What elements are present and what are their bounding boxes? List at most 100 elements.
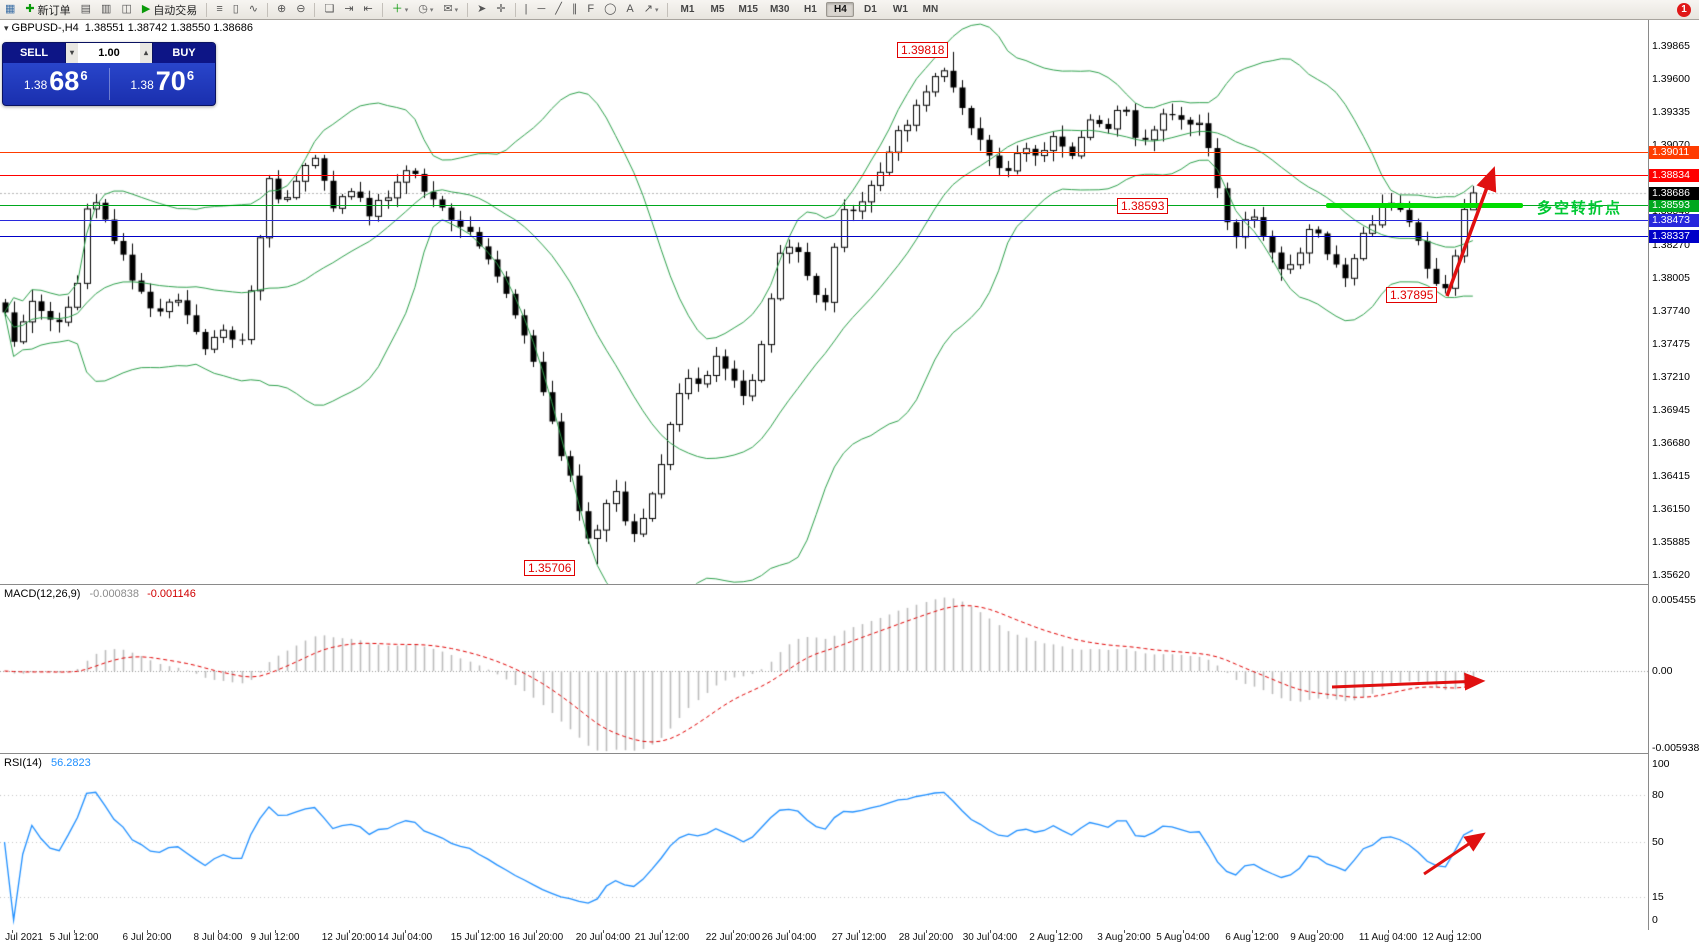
pivot-support-line[interactable]	[1326, 203, 1523, 208]
price-axis-tick: 1.37740	[1652, 305, 1690, 317]
trendline-icon[interactable]: ╱	[551, 0, 566, 19]
buy-price[interactable]: 1.38 70 6	[110, 68, 216, 100]
zoom-out-icon[interactable]: ⊖	[292, 0, 309, 19]
time-axis-tick	[405, 930, 406, 933]
periods-icon-dropdown-icon[interactable]: ▾	[429, 6, 434, 14]
arrow-tool-icon-dropdown-icon[interactable]: ▾	[654, 6, 659, 14]
horizontal-line-icon-glyph: ─	[537, 3, 546, 15]
profile-icon[interactable]: ▥	[97, 0, 115, 19]
sell-price-big: 68	[49, 66, 80, 96]
timeframe-mn-button[interactable]: MN	[922, 4, 939, 15]
price-label-flag[interactable]: 1.37895	[1386, 287, 1438, 303]
new-order-button-label: 新订单	[37, 4, 71, 17]
chart-collapse-icon[interactable]: ▾	[4, 23, 9, 33]
timeframe-m30-button[interactable]: M30	[769, 4, 790, 15]
pivot-note-label[interactable]: 多空转折点	[1537, 200, 1623, 217]
buy-button[interactable]: BUY	[153, 43, 215, 63]
current-price-badge: 1.38686	[1649, 187, 1699, 200]
main-toolbar: ▦ ✚ 新订单 ▤ ▥ ◫ ▶ 自动交易 ≡ ▯ ∿ ⊕ ⊖ ❏ ⇥ ⇤ ＋ ▾ ◷ ▾ ✉ ▾ ➤ ✛ | ─ ╱ ∥ F ◯ A ↗ ▾ M…	[0, 0, 1699, 20]
periods-icon[interactable]: ◷ ▾	[414, 0, 437, 19]
tile-windows-icon[interactable]: ❏	[320, 0, 338, 19]
notification-badge[interactable]: 1	[1677, 2, 1691, 17]
templates-icon[interactable]: ✉ ▾	[439, 0, 462, 19]
macd-name: MACD(12,26,9)	[4, 588, 81, 600]
volume-field[interactable]: ▾ 1.00 ▴	[65, 43, 153, 63]
chart-window-icon[interactable]: ▤	[77, 0, 95, 19]
time-axis-label: 27 Jul 12:00	[831, 932, 887, 943]
time-axis-label: 3 Aug 20:00	[1097, 932, 1151, 943]
price-axis-tick: 1.36680	[1652, 437, 1690, 449]
time-axis-tick	[662, 930, 663, 933]
hline-1.39011[interactable]	[0, 152, 1648, 153]
channel-icon[interactable]: ∥	[568, 0, 582, 19]
timeframe-d1-button[interactable]: D1	[863, 4, 877, 15]
time-axis-tick	[1124, 930, 1125, 933]
buy-price-prefix: 1.38	[130, 78, 154, 92]
time-axis-label: 6 Aug 12:00	[1225, 932, 1279, 943]
pane-separator[interactable]	[0, 753, 1699, 754]
candlestick-chart-icon[interactable]: ▯	[229, 0, 243, 19]
candlestick-chart-icon-glyph: ▯	[232, 3, 239, 15]
time-axis-tick	[1252, 930, 1253, 933]
volume-decrease-button[interactable]: ▾	[66, 43, 78, 63]
add-indicator-icon-dropdown-icon[interactable]: ▾	[404, 6, 409, 14]
price-label-flag[interactable]: 1.35706	[524, 560, 576, 576]
hline-1.38473[interactable]	[0, 220, 1648, 221]
profile-icon-glyph: ▥	[101, 3, 112, 15]
line-chart-icon[interactable]: ∿	[245, 0, 262, 19]
hline-1.38593[interactable]	[0, 205, 1648, 206]
time-axis-tick	[218, 930, 219, 933]
timeframe-m5-button[interactable]: M5	[710, 4, 725, 15]
time-axis-label: 21 Jul 12:00	[634, 932, 690, 943]
timeframe-w1-button[interactable]: W1	[892, 4, 908, 15]
volume-increase-button[interactable]: ▴	[139, 43, 152, 63]
new-order-button[interactable]: ✚ 新订单	[21, 0, 74, 19]
time-axis-label: 20 Jul 04:00	[575, 932, 631, 943]
add-indicator-icon[interactable]: ＋ ▾	[388, 0, 413, 19]
text-icon[interactable]: A	[622, 0, 637, 19]
trendline-icon-glyph: ╱	[555, 3, 562, 15]
timeframe-h1-button[interactable]: H1	[803, 4, 817, 15]
price-axis-tick: 1.39600	[1652, 73, 1690, 85]
time-axis-label: 5 Jul 12:00	[49, 932, 99, 943]
price-axis-badge: 1.39011	[1649, 146, 1699, 159]
time-axis-label: 16 Jul 20:00	[508, 932, 564, 943]
sell-button[interactable]: SELL	[3, 43, 65, 63]
rsi-value: 56.2823	[50, 757, 91, 769]
shapes-icon[interactable]: ◯	[600, 0, 620, 19]
toolbar-separator	[467, 2, 469, 17]
price-label-flag[interactable]: 1.38593	[1117, 198, 1169, 214]
cursor-icon[interactable]: ➤	[473, 0, 490, 19]
sell-price[interactable]: 1.38 68 6	[3, 68, 109, 100]
zoom-in-icon[interactable]: ⊕	[273, 0, 290, 19]
timeframe-m1-button[interactable]: M1	[680, 4, 695, 15]
price-chart-canvas[interactable]	[0, 0, 1648, 943]
time-axis-label: 22 Jul 20:00	[705, 932, 761, 943]
cursor-icon-glyph: ➤	[477, 3, 487, 15]
toolbar-separator	[314, 2, 316, 17]
pane-separator[interactable]	[0, 584, 1699, 585]
hline-1.38834[interactable]	[0, 175, 1648, 176]
volume-value: 1.00	[98, 47, 120, 59]
auto-scroll-icon[interactable]: ⇥	[340, 0, 357, 19]
zoom-out-icon-glyph: ⊖	[296, 3, 306, 15]
bar-chart-icon[interactable]: ≡	[212, 0, 226, 19]
window-icon[interactable]: ▦	[1, 0, 19, 19]
chart-shift-icon-glyph: ⇤	[363, 3, 373, 15]
window-icon-glyph: ▦	[5, 3, 16, 15]
crosshair-icon[interactable]: ✛	[492, 0, 509, 19]
templates-icon-dropdown-icon[interactable]: ▾	[454, 6, 459, 14]
timeframe-h4-button[interactable]: H4	[826, 2, 855, 17]
navigator-icon[interactable]: ◫	[117, 0, 135, 19]
timeframe-m15-button[interactable]: M15	[738, 4, 758, 15]
autotrading-button[interactable]: ▶ 自动交易	[138, 0, 201, 19]
arrow-tool-icon[interactable]: ↗ ▾	[640, 0, 663, 19]
price-label-flag[interactable]: 1.39818	[897, 42, 949, 58]
fibonacci-icon[interactable]: F	[583, 0, 598, 19]
chart-shift-icon[interactable]: ⇤	[360, 0, 377, 19]
hline-1.38337[interactable]	[0, 236, 1648, 237]
toolbar-right: 1	[1677, 2, 1691, 17]
horizontal-line-icon[interactable]: ─	[533, 0, 549, 19]
vertical-line-icon[interactable]: |	[521, 0, 532, 19]
price-axis-tick: 1.38005	[1652, 272, 1690, 284]
